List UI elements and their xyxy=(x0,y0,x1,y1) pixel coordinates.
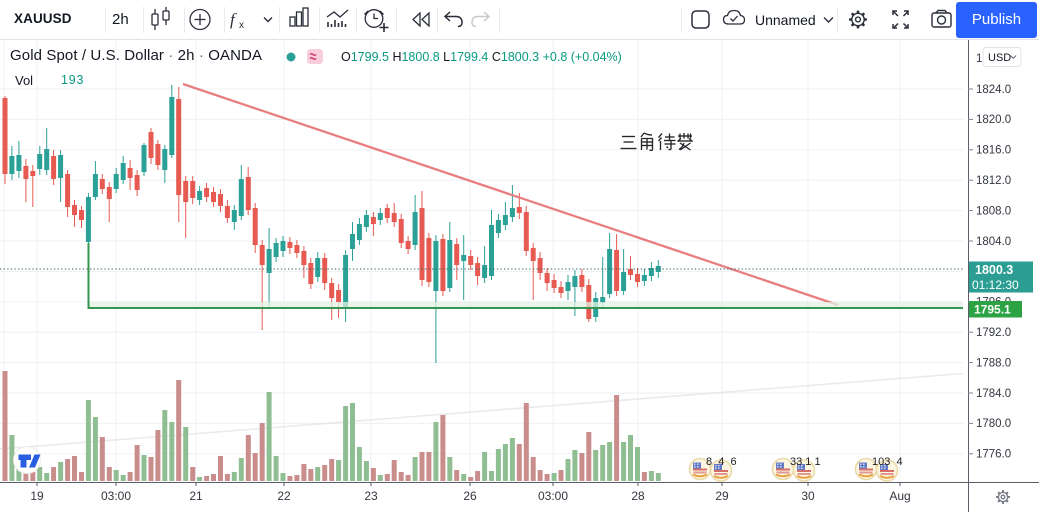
svg-text:1788.0: 1788.0 xyxy=(976,357,1011,369)
svg-text:1795.1: 1795.1 xyxy=(974,303,1011,317)
svg-text:22: 22 xyxy=(277,489,291,503)
svg-text:USD: USD xyxy=(988,52,1011,64)
svg-text:30: 30 xyxy=(801,489,815,503)
svg-text:01:12:30: 01:12:30 xyxy=(972,278,1019,292)
svg-text:1808.0: 1808.0 xyxy=(976,205,1011,217)
svg-text:1816.0: 1816.0 xyxy=(976,145,1011,157)
svg-text:1812.0: 1812.0 xyxy=(976,175,1011,187)
svg-text:33 1 1: 33 1 1 xyxy=(790,456,821,468)
svg-text:19: 19 xyxy=(30,489,44,503)
svg-text:26: 26 xyxy=(463,489,477,503)
svg-text:1800.3: 1800.3 xyxy=(975,263,1013,277)
svg-text:103 4: 103 4 xyxy=(872,456,903,468)
svg-text:1820.0: 1820.0 xyxy=(976,114,1011,126)
svg-text:03:00: 03:00 xyxy=(101,489,131,503)
svg-text:28: 28 xyxy=(631,489,645,503)
svg-text:Aug: Aug xyxy=(889,489,910,503)
svg-text:1784.0: 1784.0 xyxy=(976,388,1011,400)
svg-text:1792.0: 1792.0 xyxy=(976,327,1011,339)
svg-text:1780.0: 1780.0 xyxy=(976,418,1011,430)
svg-text:1824.0: 1824.0 xyxy=(976,84,1011,96)
svg-text:f: f xyxy=(230,10,237,29)
svg-text:29: 29 xyxy=(715,489,729,503)
svg-text:23: 23 xyxy=(364,489,378,503)
svg-text:03:00: 03:00 xyxy=(538,489,568,503)
svg-text:1804.0: 1804.0 xyxy=(976,236,1011,248)
svg-text:8 4 6: 8 4 6 xyxy=(706,456,737,468)
svg-text:x: x xyxy=(239,20,244,31)
svg-text:21: 21 xyxy=(189,489,203,503)
svg-text:1776.0: 1776.0 xyxy=(976,449,1011,461)
